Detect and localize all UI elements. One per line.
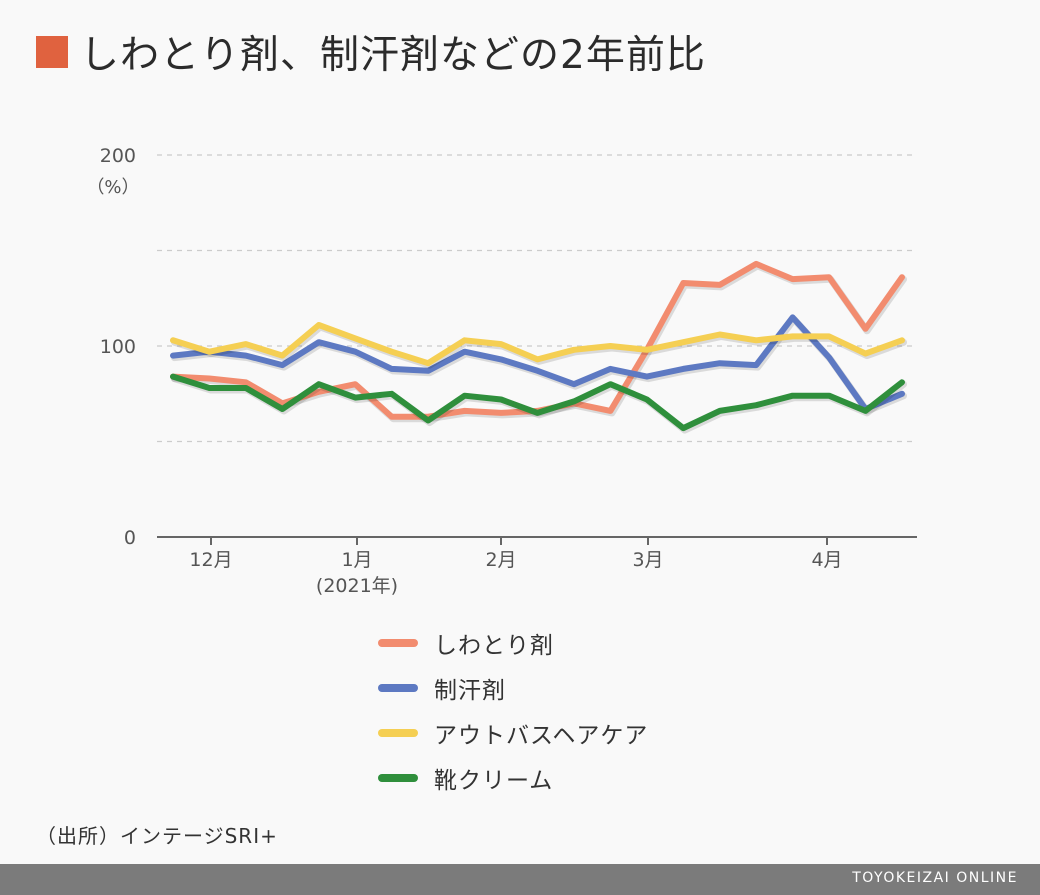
title-marker-square xyxy=(36,36,68,68)
legend-swatch xyxy=(378,728,418,737)
y-tick-label: 100 xyxy=(100,336,136,358)
legend-swatch xyxy=(378,773,418,782)
brand-label: TOYOKEIZAI ONLINE xyxy=(852,870,1018,886)
legend-item: しわとり剤 xyxy=(378,620,648,665)
series-line xyxy=(170,314,905,412)
legend-label: アウトバスヘアケア xyxy=(434,722,649,749)
x-tick-label: 1月 xyxy=(341,549,372,571)
x-tick-label: 2月 xyxy=(485,549,516,571)
series-line xyxy=(170,322,905,367)
line-chart: 0 100 200 （%） 12月 1月 (2021年) 2月 3月 4月 xyxy=(86,145,917,597)
legend-swatch xyxy=(378,683,418,692)
y-tick-label: 200 xyxy=(100,145,136,167)
chart-title: しわとり剤、制汗剤などの2年前比 xyxy=(36,24,706,80)
legend-swatch xyxy=(378,638,418,647)
legend-item: 制汗剤 xyxy=(378,665,648,710)
legend-label: しわとり剤 xyxy=(434,632,554,659)
footer-bar: TOYOKEIZAI ONLINE xyxy=(0,864,1040,895)
x-tick-label: 12月 xyxy=(189,549,232,571)
legend-label: 制汗剤 xyxy=(434,677,506,704)
y-tick-label: 0 xyxy=(124,527,136,549)
x-tick-sublabel: (2021年) xyxy=(316,575,398,597)
x-tick-label: 3月 xyxy=(632,549,663,571)
legend-item: アウトバスヘアケア xyxy=(378,710,648,755)
chart-title-text: しわとり剤、制汗剤などの2年前比 xyxy=(80,33,706,78)
x-tick-label: 4月 xyxy=(811,549,842,571)
y-axis-unit-label: （%） xyxy=(86,177,139,198)
chart-legend: しわとり剤制汗剤アウトバスヘアケア 靴クリーム xyxy=(378,620,648,800)
source-note: （出所）インテージSRI+ xyxy=(36,824,278,848)
series-line xyxy=(170,373,905,432)
legend-label: 靴クリーム xyxy=(434,767,554,794)
legend-item: 靴クリーム xyxy=(378,755,648,800)
